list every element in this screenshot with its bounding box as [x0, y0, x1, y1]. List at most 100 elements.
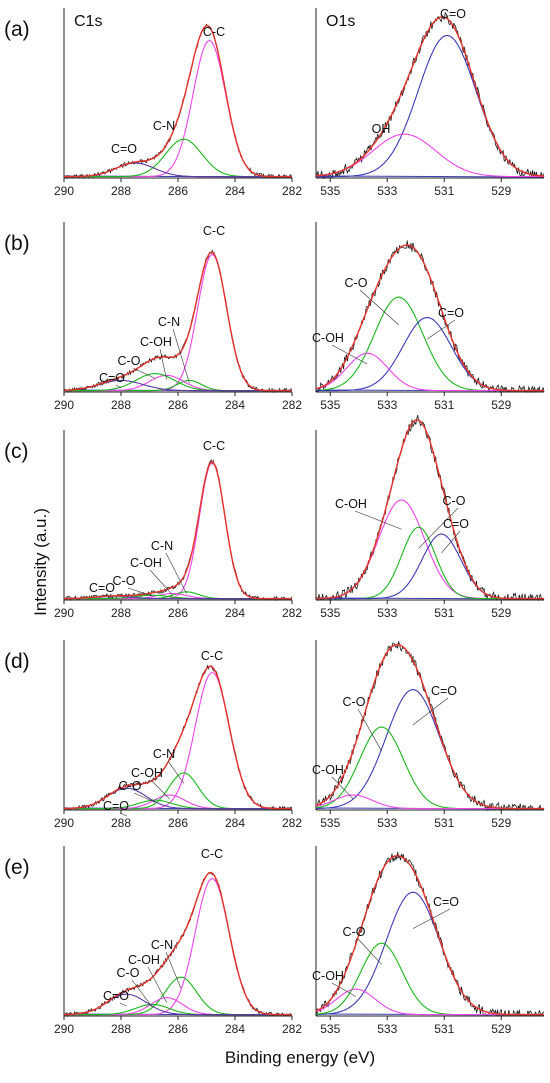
e-o1s-envelope-fit	[315, 855, 544, 1016]
a-c1s-tick-label-282: 282	[282, 184, 302, 198]
e-c1s-peak-c-oh	[64, 997, 292, 1016]
b-c1s-label-ceqo: C=O	[99, 371, 125, 385]
d-o1s-raw-spectrum	[315, 641, 545, 812]
b-c1s-tick-label-288: 288	[111, 398, 131, 412]
panels-group: 290 288 286 284 282 C-C C-N C=O (a) C1s 535 533 531 5…	[4, 7, 545, 1036]
c-c1s-tick-label-288: 288	[111, 606, 131, 620]
b-o1s-peak-ceqo	[316, 316, 544, 392]
b-c1s-tick-label-282: 282	[282, 398, 302, 412]
b-o1s-label-ceqo: C=O	[438, 306, 464, 320]
d-c1s-leader-c-o	[133, 792, 156, 803]
b-c1s-label-c-n: C-N	[158, 315, 180, 329]
c-o1s-label-c-o: C-O	[443, 494, 466, 508]
e-c1s-leader-c-n	[165, 951, 182, 989]
a-o1s-label-oh: OH	[372, 122, 391, 136]
c-c1s-leader-c-o	[127, 587, 153, 597]
panel-label-a: (a)	[4, 18, 30, 41]
d-c1s-tick-label-282: 282	[282, 816, 302, 830]
e-c1s-peak-c-c	[64, 878, 292, 1016]
a-c1s-label-c-n: C-N	[153, 119, 175, 133]
c-o1s-leader-ceqo	[441, 530, 461, 554]
d-o1s-label-c-o: C-O	[343, 695, 366, 709]
e-c1s-tick-label-284: 284	[225, 1022, 245, 1036]
a-c1s-tick-label-284: 284	[225, 184, 245, 198]
a-o1s-header: O1s	[326, 13, 355, 30]
b-c1s-envelope-fit	[64, 251, 292, 392]
b-c1s-leader-c-n	[172, 328, 190, 384]
e-o1s-leader-ceqo	[412, 908, 451, 929]
c-o1s-tick-label-533: 533	[377, 606, 397, 620]
b-c1s-leader-ceqo	[115, 384, 122, 389]
d-c1s-tick-label-286: 286	[168, 816, 188, 830]
e-c1s-label-c-n: C-N	[151, 938, 173, 952]
e-c1s-leader-ceqo	[119, 1002, 127, 1007]
d-o1s-tick-label-531: 531	[434, 816, 454, 830]
c-c1s-tick-label-284: 284	[225, 606, 245, 620]
a-c1s-peak-c-c	[64, 40, 292, 178]
e-o1s-tick-label-535: 535	[320, 1022, 340, 1036]
c-c1s-label-c-oh: C-OH	[130, 556, 162, 570]
a-c1s-envelope-fit	[64, 24, 292, 178]
b-o1s-tick-label-533: 533	[377, 398, 397, 412]
d-o1s-leader-ceqo	[412, 697, 449, 726]
b-o1s-peak-c-o	[315, 296, 544, 392]
d-c1s-label-c-oh: C-OH	[131, 766, 163, 780]
d-o1s-tick-label-529: 529	[491, 816, 511, 830]
d-c1s-leader-c-oh	[150, 779, 170, 799]
y-axis-label: Intensity (a.u.)	[31, 508, 50, 616]
e-o1s-label-c-oh: C-OH	[312, 969, 344, 983]
e-o1s-tick-label-533: 533	[377, 1022, 397, 1036]
c-o1s-peak-c-o	[316, 526, 544, 600]
a-o1s-raw-spectrum	[315, 11, 545, 180]
e-c1s-label-c-c: C-C	[201, 847, 223, 861]
c-c1s-tick-label-290: 290	[54, 606, 74, 620]
c-c1s-tick-label-282: 282	[282, 606, 302, 620]
a-c1s-header: C1s	[74, 13, 102, 30]
c-c1s-label-c-c: C-C	[203, 439, 225, 453]
b-o1s-label-c-o: C-O	[345, 276, 368, 290]
b-o1s-leader-ceqo	[426, 319, 456, 340]
d-c1s-envelope-fit	[64, 665, 292, 810]
x-axis-label: Binding energy (eV)	[225, 1048, 375, 1067]
a-o1s-envelope-fit	[315, 16, 545, 177]
e-o1s-leader-c-o	[357, 938, 382, 965]
a-o1s-peak-oh	[315, 133, 544, 178]
d-c1s-label-c-o: C-O	[119, 779, 142, 793]
a-o1s-tick-label-535: 535	[320, 184, 340, 198]
d-o1s-label-c-oh: C-OH	[312, 763, 344, 777]
c-o1s-peak-ceqo	[316, 533, 544, 600]
c-c1s-label-c-o: C-O	[113, 574, 136, 588]
c-o1s-tick-label-535: 535	[320, 606, 340, 620]
b-c1s-label-c-o: C-O	[118, 354, 141, 368]
c-o1s-label-ceqo: C=O	[443, 517, 469, 531]
e-c1s-tick-label-288: 288	[111, 1022, 131, 1036]
a-c1s-tick-label-286: 286	[168, 184, 188, 198]
b-c1s-tick-label-286: 286	[168, 398, 188, 412]
c-o1s-tick-label-531: 531	[434, 606, 454, 620]
c-o1s-peak-c-oh	[316, 499, 544, 600]
panel-label-d: (d)	[4, 650, 30, 673]
c-c1s-raw-spectrum	[63, 459, 293, 602]
d-c1s-raw-spectrum	[63, 664, 293, 812]
d-o1s-envelope-fit	[315, 643, 544, 810]
e-c1s-leader-c-o	[131, 979, 153, 1008]
c-c1s-peak-c-c	[64, 462, 292, 600]
a-o1s-tick-label-533: 533	[377, 184, 397, 198]
a-o1s-peak-ceqo	[316, 34, 545, 178]
c-o1s-tick-label-529: 529	[491, 606, 511, 620]
e-o1s-tick-label-531: 531	[434, 1022, 454, 1036]
c-o1s-leader-c-o	[418, 507, 459, 549]
c-c1s-tick-label-286: 286	[168, 606, 188, 620]
b-c1s-label-c-c: C-C	[203, 224, 225, 238]
e-c1s-tick-label-282: 282	[282, 1022, 302, 1036]
b-o1s-tick-label-535: 535	[320, 398, 340, 412]
c-o1s-label-c-oh: C-OH	[335, 497, 367, 511]
panel-label-b: (b)	[4, 232, 30, 255]
a-o1s-label-ceqo: C=O	[440, 7, 466, 21]
a-c1s-label-ceqo: C=O	[111, 142, 137, 156]
b-o1s-leader-c-o	[359, 289, 399, 326]
c-c1s-leader-ceqo	[105, 594, 113, 599]
d-c1s-label-c-n: C-N	[153, 747, 175, 761]
b-o1s-label-c-oh: C-OH	[312, 331, 344, 345]
